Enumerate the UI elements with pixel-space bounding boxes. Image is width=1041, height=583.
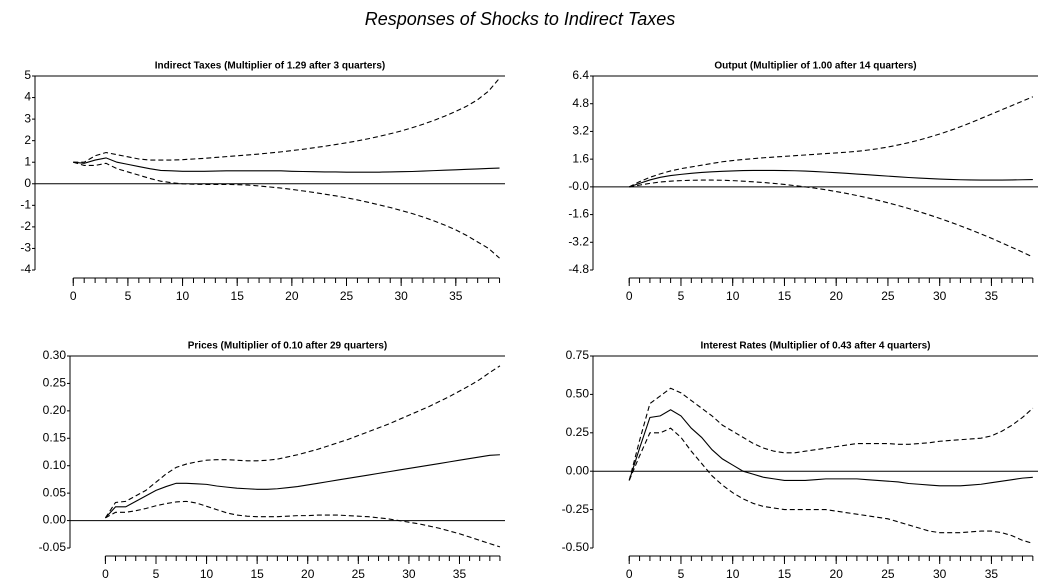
x-tick-label: 10 <box>200 567 214 581</box>
x-tick-label: 20 <box>830 289 844 303</box>
y-tick-label: 0.15 <box>43 430 67 444</box>
y-tick-label: -0.25 <box>562 502 590 516</box>
y-tick-label: -3.2 <box>568 234 589 248</box>
y-tick-label: 0.05 <box>43 485 67 499</box>
panel-title: Output (Multiplier of 1.00 after 14 quar… <box>714 61 916 72</box>
x-tick-label: 0 <box>102 567 109 581</box>
response-line <box>105 454 500 519</box>
x-tick-label: 0 <box>626 567 633 581</box>
x-tick-label: 15 <box>778 289 792 303</box>
confidence-band <box>73 161 500 259</box>
y-tick-label: 2 <box>24 133 31 147</box>
x-tick-label: 30 <box>394 289 408 303</box>
response-line <box>629 169 1033 188</box>
confidence-band <box>104 365 501 519</box>
y-tick-label: 0.50 <box>566 387 590 401</box>
y-tick-label: 0.75 <box>566 348 590 362</box>
y-tick-label: 0.25 <box>566 425 590 439</box>
y-tick-label: -4 <box>20 262 31 276</box>
y-tick-label: 0.00 <box>566 463 590 477</box>
confidence-band <box>628 96 1034 188</box>
confidence-band <box>73 77 500 163</box>
x-tick-label: 10 <box>726 567 740 581</box>
x-tick-label: 25 <box>881 289 895 303</box>
y-tick-label: 6.4 <box>572 68 589 82</box>
x-tick-label: 15 <box>250 567 264 581</box>
panel-title: Prices (Multiplier of 0.10 after 29 quar… <box>188 341 388 352</box>
x-tick-label: 5 <box>678 567 685 581</box>
x-tick-label: 20 <box>285 289 299 303</box>
y-tick-label: 3.2 <box>572 124 589 138</box>
x-tick-label: 25 <box>340 289 354 303</box>
y-tick-label: -0.50 <box>562 540 590 554</box>
x-tick-label: 0 <box>626 289 633 303</box>
y-tick-label: 5 <box>24 68 31 82</box>
x-tick-label: 35 <box>985 289 999 303</box>
y-tick-label: -2 <box>20 219 31 233</box>
response-line <box>73 157 500 173</box>
x-tick-label: 5 <box>678 289 685 303</box>
x-tick-label: 25 <box>881 567 895 581</box>
y-tick-label: -0.0 <box>568 179 589 193</box>
y-tick-label: 0 <box>24 176 31 190</box>
y-tick-label: -0.05 <box>39 540 67 554</box>
y-tick-label: -1.6 <box>568 207 589 221</box>
x-tick-label: 0 <box>70 289 77 303</box>
confidence-band <box>105 500 501 548</box>
x-tick-label: 25 <box>352 567 366 581</box>
confidence-band <box>629 179 1034 258</box>
y-tick-label: 0.00 <box>43 513 67 527</box>
x-tick-label: 30 <box>933 289 947 303</box>
x-tick-label: 30 <box>402 567 416 581</box>
x-tick-label: 15 <box>231 289 245 303</box>
y-tick-label: 0.30 <box>43 348 67 362</box>
x-tick-label: 10 <box>176 289 190 303</box>
x-tick-label: 30 <box>933 567 947 581</box>
y-tick-label: -3 <box>20 241 31 255</box>
panel-title: Indirect Taxes (Multiplier of 1.29 after… <box>155 61 385 72</box>
y-tick-label: 4 <box>24 90 31 104</box>
y-tick-label: 1 <box>24 154 31 168</box>
x-tick-label: 15 <box>778 567 792 581</box>
y-tick-label: -4.8 <box>568 262 589 276</box>
y-tick-label: 4.8 <box>572 96 589 110</box>
confidence-band <box>628 387 1034 481</box>
figure-title: Responses of Shocks to Indirect Taxes <box>365 9 676 29</box>
panel-title: Interest Rates (Multiplier of 0.43 after… <box>700 341 930 352</box>
y-tick-label: 3 <box>24 111 31 125</box>
x-tick-label: 5 <box>125 289 132 303</box>
x-tick-label: 20 <box>301 567 315 581</box>
y-tick-label: 0.25 <box>43 376 67 390</box>
y-tick-label: 0.20 <box>43 403 67 417</box>
x-tick-label: 35 <box>985 567 999 581</box>
response-line <box>628 409 1033 487</box>
x-tick-label: 10 <box>726 289 740 303</box>
x-tick-label: 5 <box>153 567 160 581</box>
x-tick-label: 35 <box>449 289 463 303</box>
y-tick-label: 0.10 <box>43 458 67 472</box>
x-tick-label: 35 <box>453 567 467 581</box>
y-tick-label: 1.6 <box>572 151 589 165</box>
x-tick-label: 20 <box>830 567 844 581</box>
confidence-band <box>628 427 1033 544</box>
y-tick-label: -1 <box>20 198 31 212</box>
